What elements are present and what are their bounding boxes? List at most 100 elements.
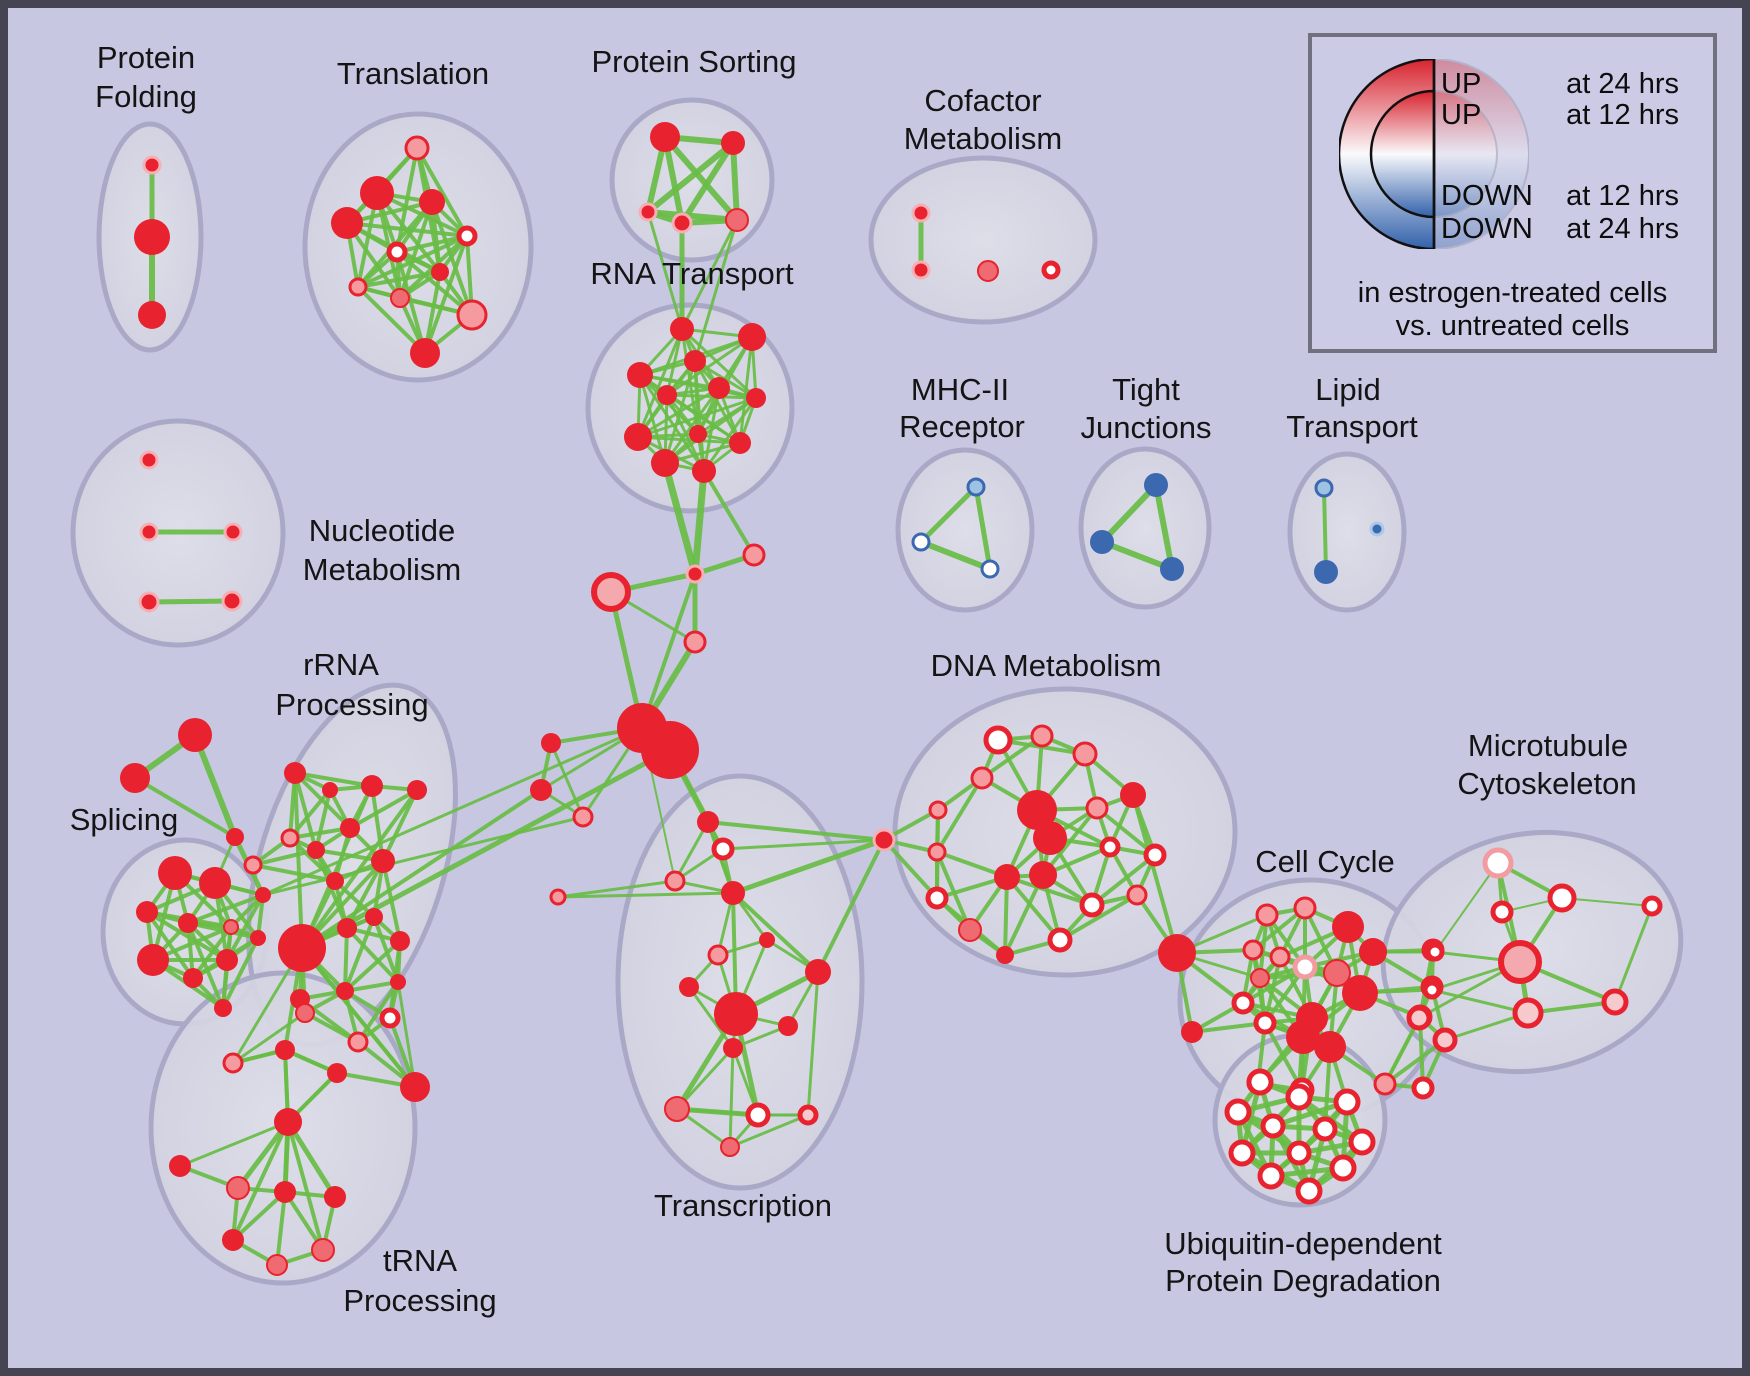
rrna-processing-node bbox=[340, 818, 360, 838]
transcription-node bbox=[714, 992, 758, 1036]
mhc-ii-receptor-node bbox=[980, 559, 1000, 579]
dna-metabolism-node bbox=[1072, 741, 1098, 767]
network-edge bbox=[300, 946, 417, 1089]
legend-node-glyph bbox=[1339, 59, 1529, 249]
network-edge bbox=[691, 467, 708, 578]
translation-node bbox=[404, 135, 430, 161]
network-edge bbox=[673, 820, 710, 883]
network-edge bbox=[646, 210, 684, 331]
protein-sorting-node bbox=[671, 212, 693, 234]
microtubule-cytoskeleton-node bbox=[1512, 997, 1544, 1029]
network-edge bbox=[343, 926, 349, 993]
network-edge bbox=[636, 435, 742, 445]
cell-cycle-node bbox=[1250, 968, 1270, 988]
network-edge bbox=[345, 926, 400, 984]
network-edge bbox=[225, 893, 265, 962]
cofactor-metabolism-node bbox=[977, 260, 999, 282]
dna-metabolism-node bbox=[1158, 934, 1196, 972]
splicing-node bbox=[136, 901, 158, 923]
network-edge bbox=[665, 335, 754, 397]
protein-sorting-node bbox=[638, 202, 658, 222]
translation-node bbox=[431, 263, 449, 281]
network-edge bbox=[728, 1046, 735, 1149]
dna-metabolism-node bbox=[1033, 821, 1067, 855]
nucleotide-metabolism-node bbox=[139, 522, 159, 542]
mhc-ii-receptor-label: MHC-II bbox=[911, 372, 1009, 407]
dna-metabolism-node bbox=[1099, 836, 1121, 858]
network-edge bbox=[1099, 482, 1159, 545]
nucleotide-metabolism-label: Nucleotide bbox=[309, 513, 455, 548]
microtubule-cytoskeleton-node bbox=[1425, 942, 1445, 962]
microtubule-cytoskeleton-node bbox=[1498, 940, 1542, 984]
dna-metabolism-node bbox=[983, 725, 1013, 755]
transcription-node bbox=[720, 1137, 740, 1157]
network-edge bbox=[145, 910, 195, 980]
network-edge bbox=[1613, 904, 1654, 1004]
cell-cycle-node bbox=[1181, 1021, 1203, 1043]
legend-inner-ring bbox=[1369, 89, 1498, 219]
network-edge bbox=[285, 1119, 338, 1200]
ubiquitin-degradation-node bbox=[1228, 1139, 1256, 1167]
translation-node bbox=[456, 225, 478, 247]
protein-sorting-node bbox=[725, 208, 749, 232]
trna-processing-node bbox=[275, 1040, 295, 1060]
rrna-processing-node bbox=[379, 1007, 401, 1029]
legend-row-down12: DOWN at 12 hrs bbox=[1441, 180, 1679, 212]
connector-node bbox=[120, 763, 150, 793]
network-edge bbox=[186, 893, 265, 925]
network-edge bbox=[918, 539, 993, 572]
transcription-node bbox=[723, 1038, 743, 1058]
legend-footer-line1: in estrogen-treated cells bbox=[1357, 277, 1668, 309]
rrna-processing-node bbox=[407, 780, 427, 800]
rna-transport-node bbox=[746, 388, 766, 408]
cell-cycle-node bbox=[1332, 911, 1364, 943]
rna-transport-node bbox=[689, 425, 707, 443]
ubiquitin-degradation-node bbox=[1312, 1116, 1338, 1142]
network-edge bbox=[1095, 806, 1157, 857]
rrna-processing-node bbox=[322, 782, 338, 798]
transcription-node bbox=[778, 1016, 798, 1036]
network-edge bbox=[728, 1113, 810, 1149]
network-edge bbox=[706, 820, 886, 842]
rrna-processing-node bbox=[278, 924, 326, 972]
network-edge bbox=[395, 234, 469, 254]
network-edge bbox=[661, 459, 699, 578]
dna-metabolism-node bbox=[996, 946, 1014, 964]
tight-junctions-label: Junctions bbox=[1081, 410, 1212, 445]
rrna-processing-node bbox=[347, 1031, 369, 1053]
trna-processing-node bbox=[274, 1181, 296, 1203]
cell-cycle-node bbox=[1253, 1011, 1277, 1035]
trna-processing-label: tRNA bbox=[383, 1243, 457, 1278]
network-edge bbox=[343, 915, 376, 993]
protein-sorting-node bbox=[721, 131, 745, 155]
connector-node bbox=[683, 630, 707, 654]
transcription-node bbox=[707, 944, 729, 966]
cell-cycle-node bbox=[1411, 1076, 1435, 1100]
network-edge bbox=[395, 250, 474, 317]
network-edge bbox=[662, 134, 740, 223]
translation-node bbox=[419, 189, 445, 215]
dna-metabolism-node bbox=[1079, 892, 1105, 918]
microtubule-cytoskeleton-label: Microtubule bbox=[1468, 728, 1628, 763]
rna-transport-node bbox=[670, 317, 694, 341]
trna-processing-node bbox=[169, 1155, 191, 1177]
ubiquitin-degradation-node bbox=[1260, 1113, 1286, 1139]
network-edge bbox=[345, 859, 385, 930]
splicing-node bbox=[223, 919, 239, 935]
network-edge bbox=[1263, 1021, 1304, 1092]
rrna-processing-node bbox=[337, 918, 357, 938]
network-edge bbox=[816, 838, 886, 974]
dna-metabolism-node bbox=[872, 828, 896, 852]
nucleotide-metabolism-label: Metabolism bbox=[303, 552, 462, 587]
transcription-node bbox=[805, 959, 831, 985]
network-edge bbox=[1003, 875, 1009, 957]
network-edge bbox=[1190, 1021, 1267, 1034]
legend-value: at 12 hrs bbox=[1566, 180, 1679, 212]
rna-transport-node bbox=[624, 423, 652, 451]
dna-metabolism-node bbox=[1017, 790, 1057, 830]
protein-folding-node bbox=[138, 301, 166, 329]
rrna-processing-node bbox=[336, 982, 354, 1000]
network-edge bbox=[721, 838, 886, 851]
